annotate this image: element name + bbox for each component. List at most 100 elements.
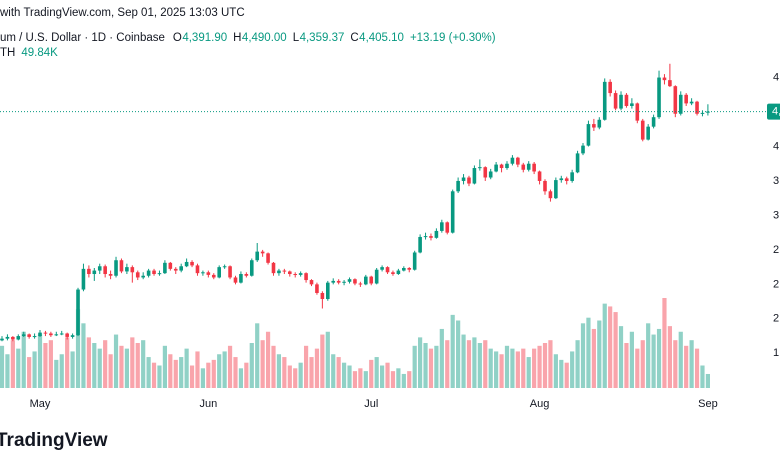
candle-body: [369, 276, 374, 284]
volume-bar: [124, 348, 129, 388]
ohlc-value: 4,359.37: [300, 32, 345, 44]
volume-bar: [423, 343, 428, 388]
volume-bar: [689, 340, 694, 388]
volume-bar: [65, 337, 70, 388]
candle-body: [43, 332, 48, 334]
volume-bar: [217, 354, 222, 388]
volume-bar: [211, 359, 216, 388]
volume-bar: [646, 323, 651, 388]
candle-body: [146, 270, 151, 276]
volume-bar: [309, 357, 314, 388]
candle-body: [32, 336, 37, 338]
subtitle: with TradingView.com, Sep 01, 2025 13:03…: [0, 7, 245, 19]
candle-body: [467, 177, 471, 184]
candle-body: [575, 153, 580, 173]
volume-bar: [624, 343, 629, 388]
volume-bar: [662, 298, 667, 388]
volume-bar: [456, 320, 461, 388]
volume-bar: [564, 362, 569, 388]
x-tick-label: May: [30, 398, 51, 410]
candle-body: [287, 271, 292, 275]
candle-body: [554, 180, 558, 199]
y-tick-label: 2,800: [773, 244, 780, 256]
candle-body: [97, 266, 102, 271]
candle-body: [510, 157, 515, 164]
volume-bar: [21, 331, 26, 388]
candle-body: [59, 333, 64, 335]
candle-body: [472, 168, 477, 184]
candle-body: [65, 333, 69, 337]
volume-bar: [249, 343, 254, 388]
volume-bar: [75, 309, 81, 388]
candle-body: [602, 81, 607, 120]
candle-body: [450, 191, 455, 233]
candle-body: [184, 261, 189, 267]
ohlc-value: 4,391.90: [182, 32, 227, 44]
candle-body: [689, 101, 694, 104]
volume-bar: [504, 345, 510, 388]
volume-bar: [586, 317, 591, 388]
volume-bar: [673, 340, 678, 388]
candle-body: [499, 164, 504, 169]
candle-body: [331, 280, 336, 283]
volume-bar: [238, 368, 244, 388]
candle-body: [483, 167, 488, 178]
volume-bar: [146, 357, 151, 388]
candle-body: [570, 172, 574, 181]
candle-body: [347, 279, 352, 282]
volume-bar: [244, 362, 249, 388]
candle-body: [445, 222, 450, 233]
volume-bar: [27, 357, 32, 388]
candle-body: [260, 251, 265, 254]
candle-body: [21, 334, 26, 337]
candle-body: [559, 178, 564, 181]
candle-body: [434, 230, 439, 238]
volume-bar: [325, 331, 330, 388]
volume-bar: [358, 368, 363, 388]
volume-bar: [282, 357, 287, 388]
volume-bar: [466, 340, 472, 388]
volume-bar: [488, 348, 493, 388]
last-price-box: [767, 103, 780, 120]
candle-body: [201, 272, 205, 274]
candle-body: [249, 260, 254, 276]
volume-bar: [320, 334, 325, 388]
volume-bar: [352, 371, 358, 388]
candle-body: [494, 164, 498, 172]
y-tick-label: 3,200: [773, 209, 780, 221]
candle-body: [619, 94, 623, 109]
volume-bar: [206, 362, 211, 388]
volume-bar: [303, 345, 309, 388]
volume-bar: [37, 334, 43, 388]
candle-body: [673, 86, 678, 114]
candle-body: [342, 281, 346, 283]
volume-bar: [684, 345, 689, 388]
volume-bar: [439, 328, 444, 388]
candle-body: [206, 272, 211, 275]
symbol: um / U.S. Dollar · 1D · Coinbase: [0, 32, 165, 44]
volume-value: 49.84K: [21, 47, 58, 59]
volume-bar: [532, 348, 537, 388]
candle-body: [364, 276, 368, 285]
candle-body: [423, 236, 428, 238]
candle-body: [0, 338, 4, 341]
volume-bar: [271, 345, 276, 388]
volume-bar: [407, 371, 412, 388]
candle-body: [81, 268, 86, 290]
volume-name: TH: [0, 47, 15, 59]
candle-body: [695, 101, 699, 114]
volume-bar: [602, 303, 607, 388]
candle-body: [125, 267, 129, 272]
candle-body: [11, 336, 15, 340]
volume-bar: [195, 351, 200, 388]
candle-body: [407, 267, 412, 270]
volume-bar: [135, 343, 140, 388]
candle-body: [27, 334, 31, 337]
candle-body: [358, 283, 363, 285]
candle-body: [548, 191, 553, 199]
candle-body: [646, 126, 650, 140]
volume-bar: [700, 365, 705, 388]
volume-bar: [374, 357, 379, 388]
candle-body: [38, 332, 42, 337]
x-tick-label: Aug: [530, 398, 550, 410]
